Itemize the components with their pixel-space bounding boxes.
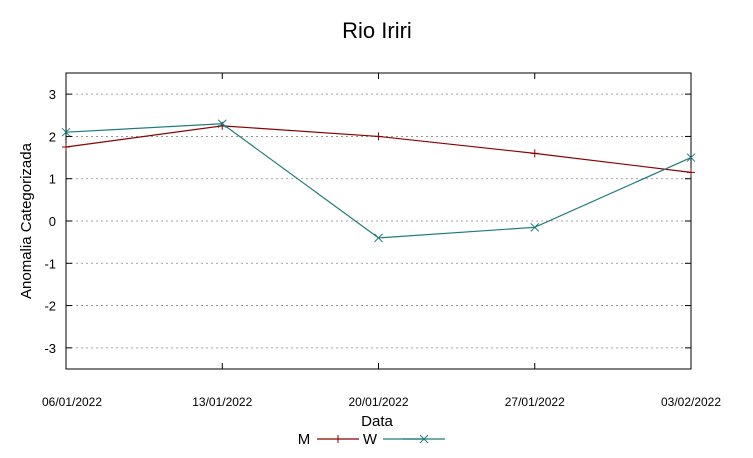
y-axis: -3 -2 -1 0 1 2 3	[44, 87, 691, 356]
y-tick-label: 2	[49, 129, 56, 144]
y-tick-label: 3	[49, 87, 56, 102]
grid-lines	[66, 93, 691, 349]
data-point-marker	[419, 434, 429, 444]
x-tick-label: 20/01/2022	[348, 395, 408, 409]
series-W	[61, 119, 696, 243]
legend-label-M: M	[298, 431, 311, 448]
data-point-marker	[530, 222, 540, 232]
data-point-marker	[374, 233, 383, 243]
data-point-marker	[217, 119, 227, 129]
y-tick-label: 1	[49, 172, 56, 187]
data-point-marker	[686, 153, 696, 162]
x-axis-label: Data	[361, 413, 393, 430]
x-axis: 06/01/2022 13/01/2022 20/01/2022 27/01/2022…	[42, 73, 721, 409]
series-M	[62, 121, 695, 177]
series-lines	[61, 119, 696, 243]
x-tick-label: 03/02/2022	[661, 395, 721, 409]
chart-title: Rio Iriri	[342, 18, 412, 43]
x-tick-label: 06/01/2022	[42, 395, 102, 409]
x-tick-label: 13/01/2022	[192, 395, 252, 409]
y-tick-label: 0	[49, 214, 56, 229]
y-tick-label: -3	[44, 341, 56, 356]
y-tick-label: -2	[44, 299, 56, 314]
data-point-marker	[61, 127, 71, 137]
y-axis-label: Anomalia Categorizada	[18, 142, 35, 299]
legend-label-W: W	[363, 431, 378, 448]
y-tick-label: -1	[44, 256, 56, 271]
x-tick-label: 27/01/2022	[505, 395, 565, 409]
